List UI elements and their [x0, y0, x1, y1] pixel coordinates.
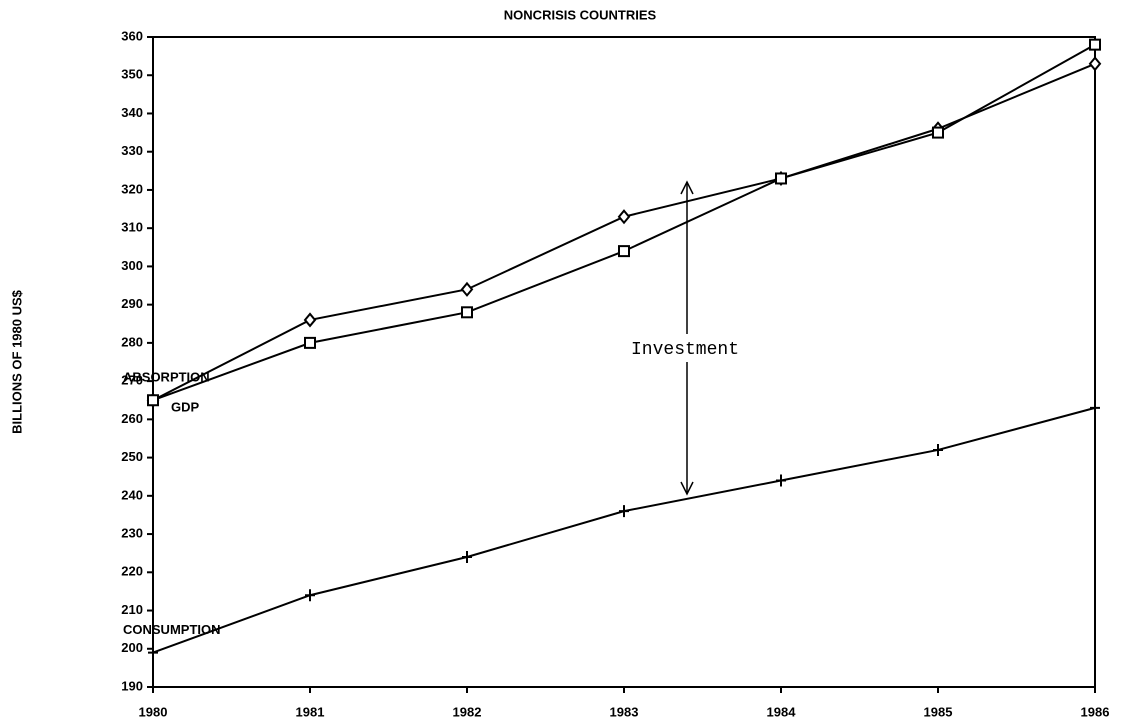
marker: [932, 126, 944, 139]
x-tick-label: 1980: [139, 704, 168, 719]
x-tick-label: 1982: [453, 704, 482, 719]
marker: [461, 306, 473, 319]
chart-title: NONCRISIS COUNTRIES: [504, 7, 657, 22]
series-label: GDP: [171, 400, 200, 415]
y-tick-label: 290: [121, 296, 143, 311]
marker: [1088, 56, 1102, 72]
x-tick-label: 1985: [924, 704, 953, 719]
marker: [303, 312, 317, 328]
series-label: ABSORPTION: [123, 370, 210, 385]
y-tick-label: 280: [121, 334, 143, 349]
y-tick-label: 350: [121, 67, 143, 82]
y-tick-label: 250: [121, 449, 143, 464]
y-tick-label: 230: [121, 525, 143, 540]
series-label: CONSUMPTION: [123, 622, 221, 637]
marker: [933, 443, 943, 456]
marker: [147, 394, 159, 407]
y-tick-label: 300: [121, 258, 143, 273]
y-tick-label: 360: [121, 28, 143, 43]
y-tick-label: 270: [121, 373, 143, 388]
marker: [776, 474, 786, 487]
x-tick-label: 1981: [296, 704, 325, 719]
marker: [304, 336, 316, 349]
marker: [1089, 38, 1101, 51]
y-tick-label: 240: [121, 487, 143, 502]
marker: [462, 551, 472, 563]
annotation: Investment: [631, 340, 739, 360]
marker: [617, 209, 631, 225]
marker: [148, 646, 158, 659]
marker: [618, 245, 630, 258]
x-tick-label: 1983: [610, 704, 639, 719]
marker: [305, 589, 315, 602]
y-tick-label: 320: [121, 181, 143, 196]
marker: [1090, 401, 1100, 414]
x-tick-label: 1984: [767, 704, 797, 719]
y-tick-label: 260: [121, 411, 143, 426]
y-axis-label: BILLIONS OF 1980 US$: [9, 289, 24, 434]
marker: [460, 281, 474, 297]
x-tick-label: 1986: [1081, 704, 1110, 719]
y-tick-label: 220: [121, 564, 143, 579]
y-tick-label: 210: [121, 602, 143, 617]
y-tick-label: 340: [121, 105, 143, 120]
y-tick-label: 200: [121, 640, 143, 655]
marker: [619, 505, 629, 518]
y-tick-label: 190: [121, 678, 143, 693]
y-tick-label: 330: [121, 143, 143, 158]
y-tick-label: 310: [121, 220, 143, 235]
annotation-bg: [605, 334, 765, 362]
line: [152, 406, 1096, 654]
marker: [775, 172, 787, 185]
